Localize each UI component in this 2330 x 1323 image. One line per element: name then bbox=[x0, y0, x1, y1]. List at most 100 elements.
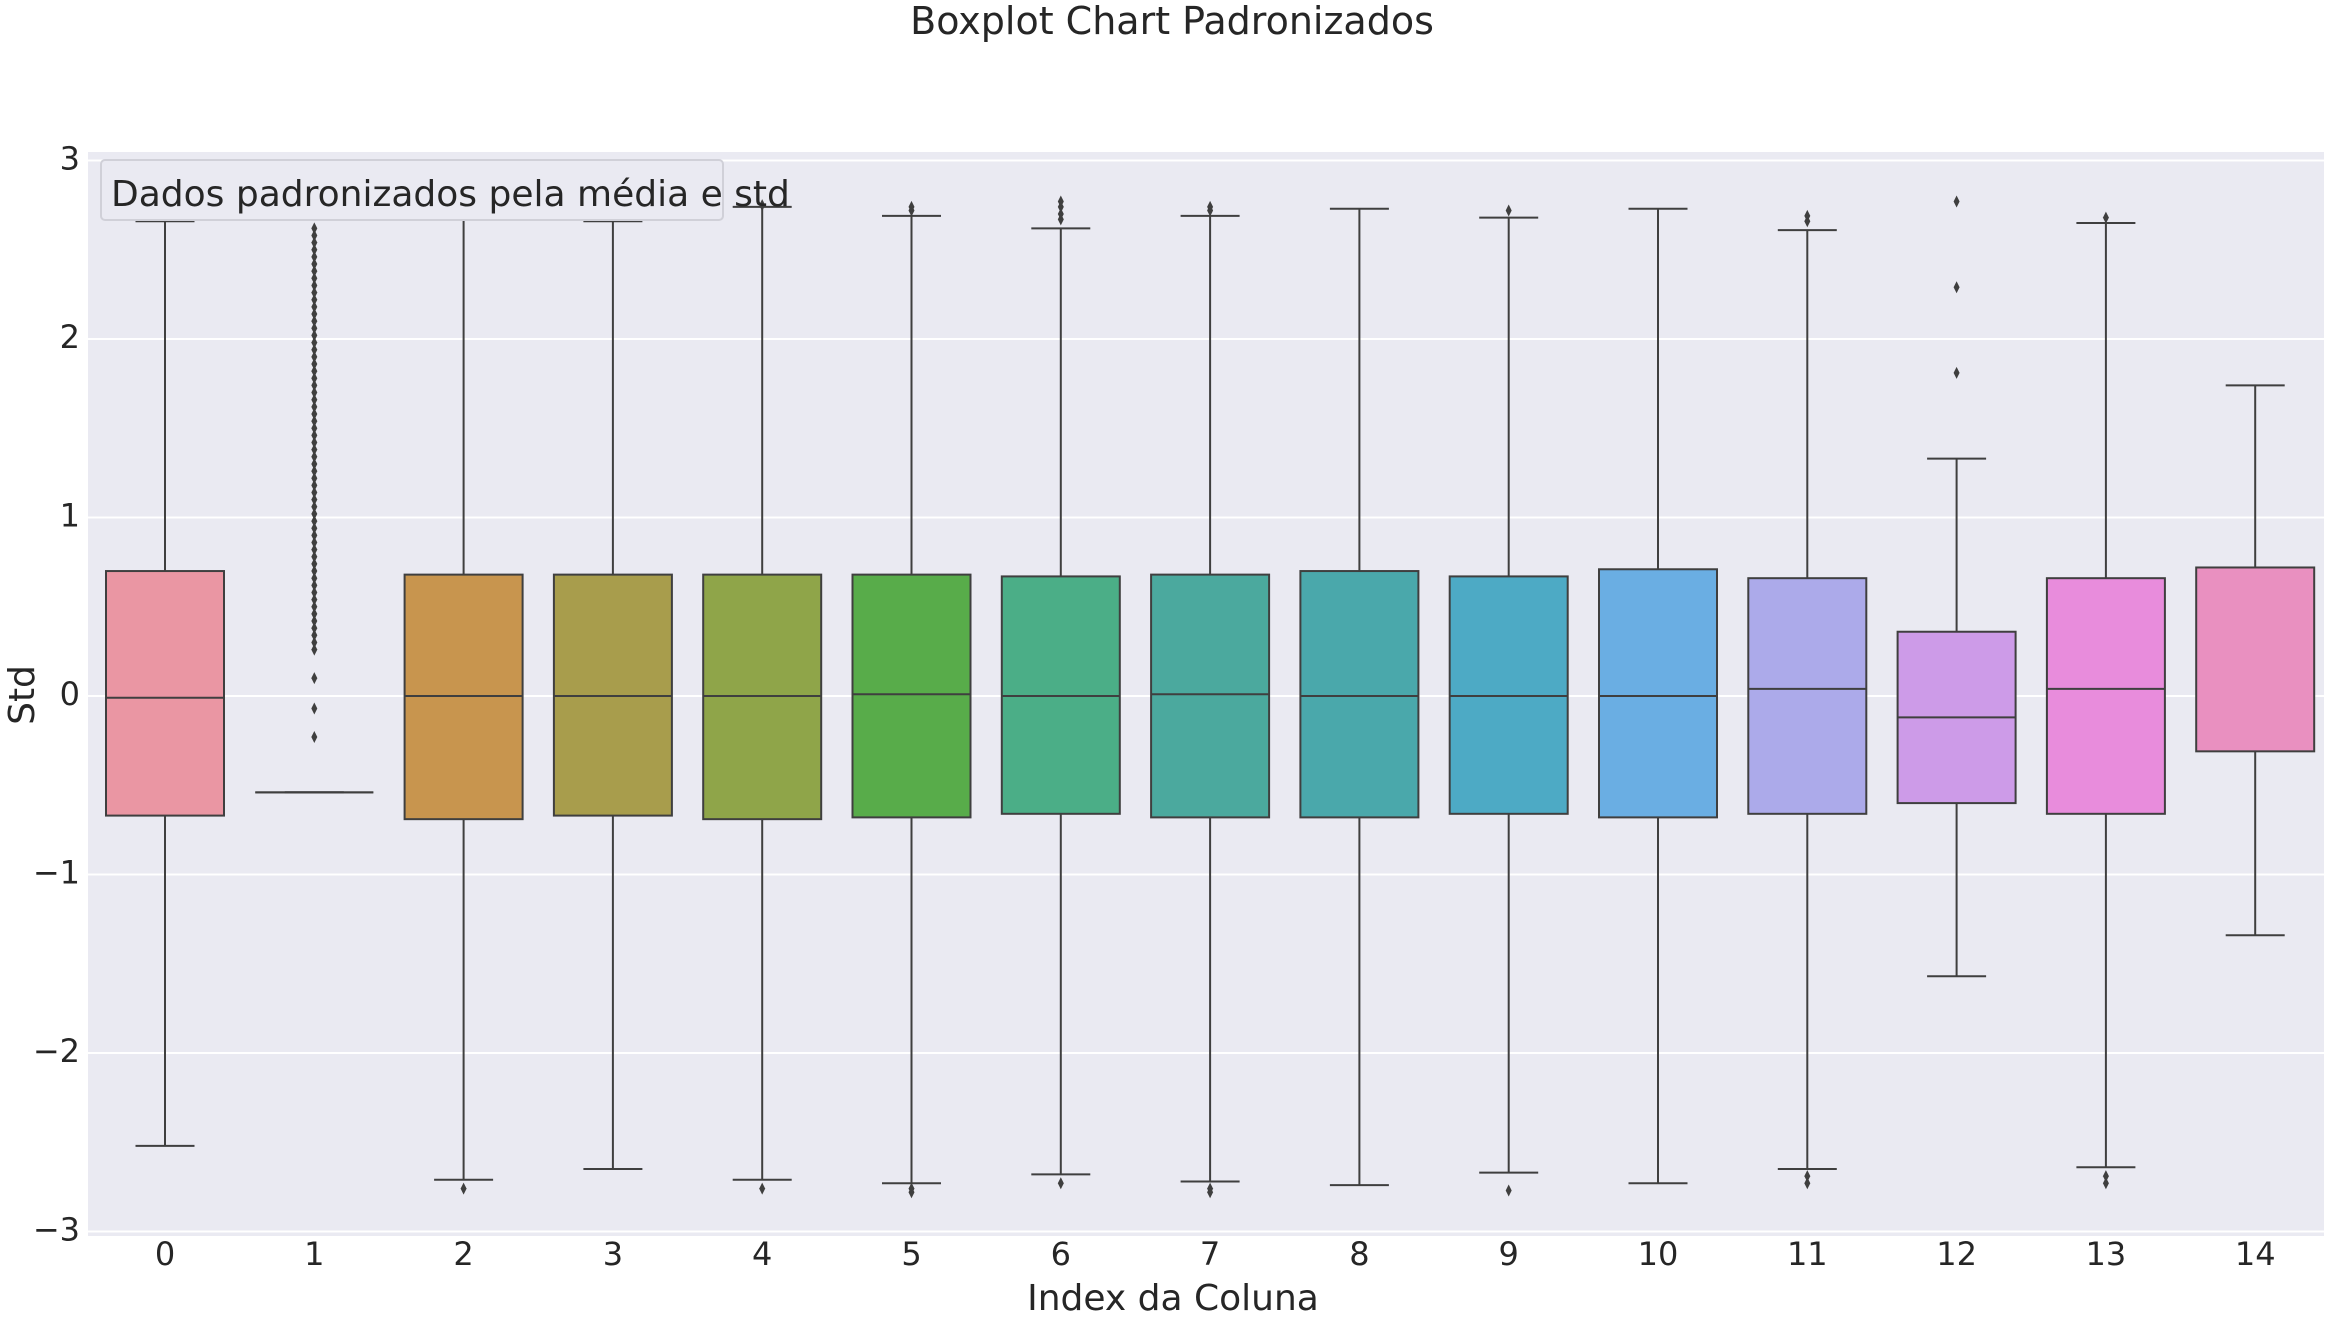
box-5 bbox=[851, 200, 972, 1199]
outlier-point bbox=[311, 400, 318, 413]
outlier-point bbox=[311, 229, 318, 242]
outlier-point bbox=[311, 286, 318, 299]
box-body bbox=[105, 570, 225, 817]
box-12 bbox=[1896, 195, 2017, 978]
outlier-point bbox=[311, 600, 318, 613]
outlier-point bbox=[311, 372, 318, 385]
outlier-point bbox=[1804, 209, 1811, 222]
y-tick-label: −2 bbox=[33, 1032, 80, 1070]
outlier-point bbox=[311, 500, 318, 513]
x-tick-label: 7 bbox=[1200, 1235, 1220, 1273]
outlier-point bbox=[311, 350, 318, 363]
y-tick-label: 2 bbox=[60, 318, 80, 356]
box-13 bbox=[2045, 211, 2166, 1190]
outlier-point bbox=[311, 702, 318, 715]
outlier-point bbox=[460, 1182, 467, 1195]
outlier-point bbox=[311, 550, 318, 563]
outlier-point bbox=[1207, 200, 1214, 213]
outlier-point bbox=[1057, 195, 1064, 208]
y-tick-label: −1 bbox=[33, 854, 80, 892]
outlier-point bbox=[311, 357, 318, 370]
outlier-point bbox=[311, 308, 318, 321]
y-tick-label: −3 bbox=[33, 1211, 80, 1249]
x-tick-label: 5 bbox=[901, 1235, 921, 1273]
x-tick-label: 4 bbox=[752, 1235, 772, 1273]
outlier-point bbox=[311, 586, 318, 599]
outlier-point bbox=[311, 731, 318, 744]
outlier-point bbox=[1505, 1184, 1512, 1197]
y-tick-label: 1 bbox=[60, 497, 80, 535]
box-2 bbox=[403, 205, 524, 1195]
outlier-point bbox=[311, 293, 318, 306]
outlier-point bbox=[311, 572, 318, 585]
x-tick-label: 8 bbox=[1349, 1235, 1369, 1273]
outlier-point bbox=[311, 393, 318, 406]
outlier-point bbox=[311, 629, 318, 642]
outlier-point bbox=[311, 493, 318, 506]
outlier-point bbox=[311, 515, 318, 528]
outlier-point bbox=[1953, 195, 1960, 208]
outlier-point bbox=[311, 272, 318, 285]
box-14 bbox=[2195, 384, 2316, 937]
outlier-point bbox=[311, 365, 318, 378]
x-tick-label: 12 bbox=[1936, 1235, 1977, 1273]
outlier-point bbox=[1057, 208, 1064, 221]
outlier-point bbox=[311, 543, 318, 556]
box-8 bbox=[1299, 207, 1420, 1187]
outlier-point bbox=[1804, 1170, 1811, 1183]
outlier-point bbox=[1804, 1177, 1811, 1190]
x-tick-label: 3 bbox=[603, 1235, 623, 1273]
outlier-point bbox=[311, 565, 318, 578]
box-body bbox=[1299, 570, 1420, 819]
outlier-point bbox=[759, 199, 766, 212]
outlier-point bbox=[311, 407, 318, 420]
box-body bbox=[1150, 573, 1271, 819]
outlier-point bbox=[311, 479, 318, 492]
outlier-point bbox=[311, 443, 318, 456]
outlier-point bbox=[311, 643, 318, 656]
outlier-point bbox=[311, 236, 318, 249]
outlier-point bbox=[311, 422, 318, 435]
outlier-point bbox=[311, 379, 318, 392]
outlier-point bbox=[311, 472, 318, 485]
outlier-point bbox=[311, 486, 318, 499]
boxes-group bbox=[105, 195, 2316, 1199]
chart-title: Boxplot Chart Padronizados bbox=[910, 0, 1434, 43]
outlier-point bbox=[311, 593, 318, 606]
x-tick-label: 6 bbox=[1051, 1235, 1071, 1273]
box-3 bbox=[552, 220, 673, 1171]
x-tick-labels: 0 1 2 3 4 5 6 7 8 9 10 11 12 13 14 bbox=[155, 1235, 2276, 1273]
box-1 bbox=[255, 222, 374, 794]
outlier-point bbox=[311, 622, 318, 635]
outlier-point bbox=[311, 386, 318, 399]
outlier-point bbox=[311, 522, 318, 535]
outlier-point bbox=[1057, 1177, 1064, 1190]
outlier-point bbox=[311, 507, 318, 520]
outlier-point bbox=[311, 343, 318, 356]
outlier-point bbox=[311, 557, 318, 570]
box-11 bbox=[1747, 209, 1868, 1190]
outlier-point bbox=[311, 265, 318, 278]
outlier-point bbox=[759, 1182, 766, 1195]
outlier-point bbox=[311, 436, 318, 449]
box-body bbox=[2045, 577, 2166, 815]
outlier-point bbox=[311, 636, 318, 649]
outlier-point bbox=[311, 336, 318, 349]
outlier-point bbox=[311, 579, 318, 592]
outlier-point bbox=[311, 329, 318, 342]
outlier-point bbox=[311, 465, 318, 478]
annotation-text: Dados padronizados pela média e std bbox=[111, 174, 790, 215]
outlier-point bbox=[311, 615, 318, 628]
annotation-frame bbox=[100, 159, 724, 221]
outlier-point bbox=[311, 315, 318, 328]
outlier-point bbox=[1207, 1186, 1214, 1199]
x-tick-label: 11 bbox=[1787, 1235, 1828, 1273]
x-tick-label: 0 bbox=[155, 1235, 175, 1273]
outlier-point bbox=[311, 450, 318, 463]
box-body bbox=[1747, 577, 1868, 815]
outlier-point bbox=[311, 322, 318, 335]
y-axis-label: Std bbox=[2, 665, 43, 725]
outlier-point bbox=[311, 672, 318, 685]
box-7 bbox=[1150, 200, 1271, 1199]
outlier-point bbox=[311, 429, 318, 442]
